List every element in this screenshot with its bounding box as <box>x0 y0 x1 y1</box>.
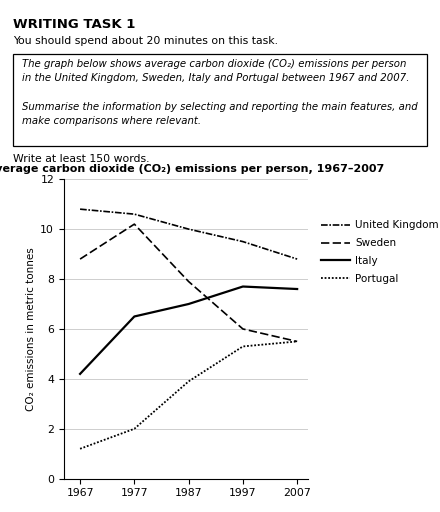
Legend: United Kingdom, Sweden, Italy, Portugal: United Kingdom, Sweden, Italy, Portugal <box>320 220 439 284</box>
Italy <box>240 284 246 290</box>
Portugal <box>132 426 137 432</box>
United Kingdom <box>240 239 246 245</box>
Line: Italy: Italy <box>80 287 297 374</box>
Line: Portugal: Portugal <box>80 342 297 449</box>
Title: Average carbon dioxide (CO₂) emissions per person, 1967–2007: Average carbon dioxide (CO₂) emissions p… <box>0 164 385 174</box>
Italy <box>132 313 137 319</box>
Italy <box>294 286 300 292</box>
Portugal <box>240 344 246 350</box>
United Kingdom <box>294 256 300 262</box>
Portugal <box>294 338 300 345</box>
United Kingdom <box>77 206 83 212</box>
Portugal <box>77 445 83 452</box>
Line: Sweden: Sweden <box>80 224 297 342</box>
Text: WRITING TASK 1: WRITING TASK 1 <box>13 18 136 31</box>
Portugal <box>186 378 191 385</box>
Italy <box>77 371 83 377</box>
Text: You should spend about 20 minutes on this task.: You should spend about 20 minutes on thi… <box>13 36 278 46</box>
Sweden <box>77 256 83 262</box>
Text: The graph below shows average carbon dioxide (CO₂) emissions per person
in the U: The graph below shows average carbon dio… <box>22 59 418 126</box>
United Kingdom <box>186 226 191 232</box>
Text: Write at least 150 words.: Write at least 150 words. <box>13 154 150 164</box>
Y-axis label: CO₂ emissions in metric tonnes: CO₂ emissions in metric tonnes <box>26 247 36 411</box>
Sweden <box>240 326 246 332</box>
Sweden <box>186 279 191 285</box>
United Kingdom <box>132 211 137 217</box>
Sweden <box>294 338 300 345</box>
Line: United Kingdom: United Kingdom <box>80 209 297 259</box>
Sweden <box>132 221 137 227</box>
Italy <box>186 301 191 307</box>
